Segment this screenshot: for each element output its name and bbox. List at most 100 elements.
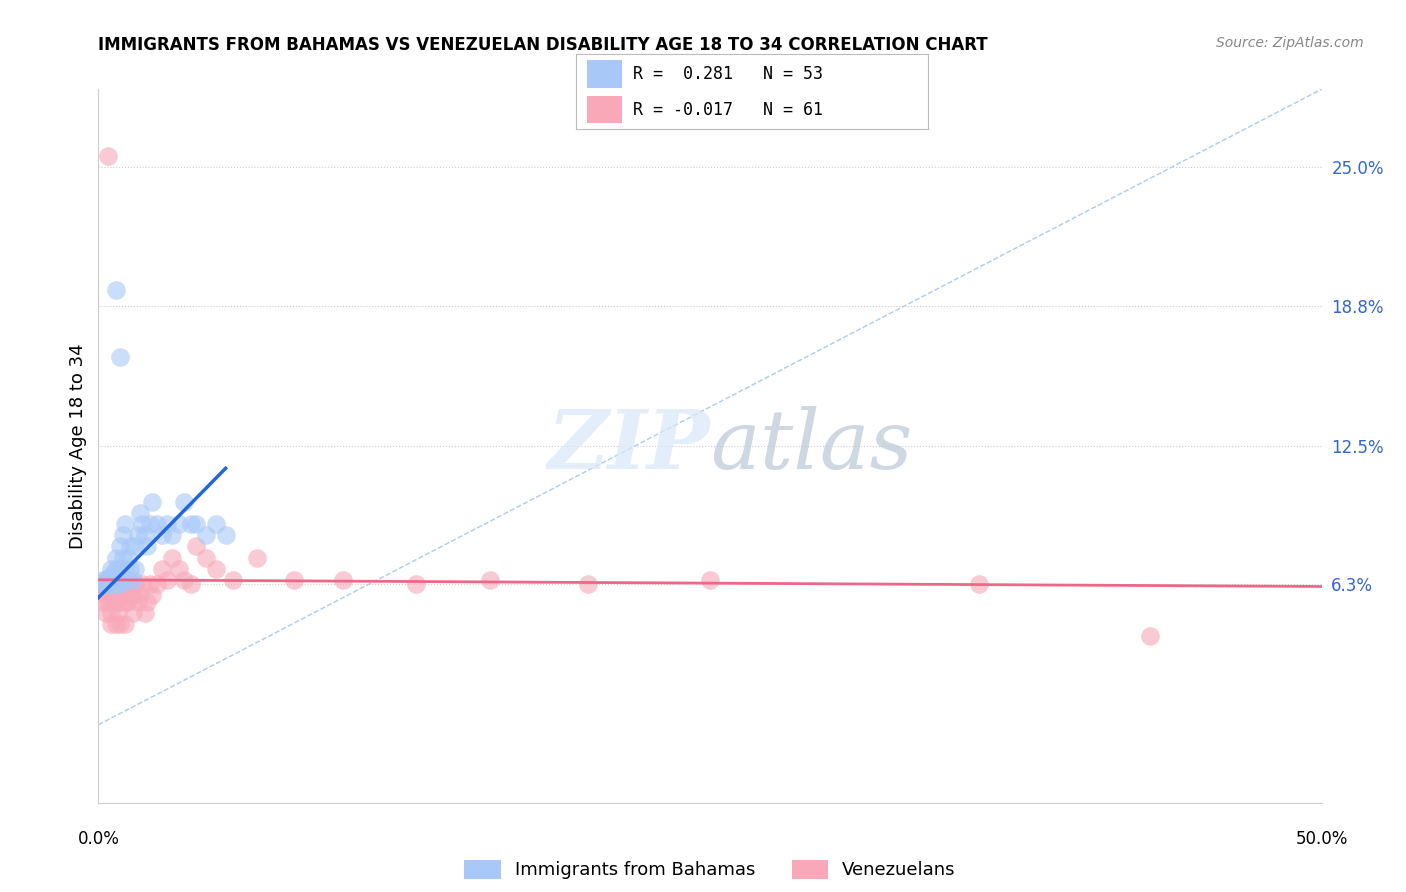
Point bbox=[124, 539, 146, 553]
Point bbox=[136, 595, 159, 609]
Point bbox=[120, 562, 142, 576]
Point bbox=[167, 516, 190, 531]
Point bbox=[110, 577, 132, 591]
Point bbox=[186, 539, 208, 553]
Point bbox=[121, 589, 143, 603]
Point bbox=[117, 550, 139, 565]
Point bbox=[114, 595, 136, 609]
Point bbox=[104, 562, 127, 576]
Point bbox=[104, 617, 127, 632]
FancyBboxPatch shape bbox=[586, 61, 621, 87]
Point bbox=[117, 573, 139, 587]
Point bbox=[222, 573, 245, 587]
Point bbox=[120, 539, 142, 553]
Point bbox=[124, 562, 146, 576]
Point bbox=[97, 589, 120, 603]
Text: 50.0%: 50.0% bbox=[1295, 830, 1348, 847]
Point bbox=[110, 539, 132, 553]
Point bbox=[110, 617, 132, 632]
Point bbox=[107, 577, 129, 591]
Point bbox=[111, 589, 134, 603]
Point bbox=[121, 573, 143, 587]
Point bbox=[114, 617, 136, 632]
Point bbox=[111, 573, 134, 587]
Point bbox=[405, 577, 427, 591]
Point bbox=[114, 562, 136, 576]
Point bbox=[107, 589, 129, 603]
Point bbox=[94, 577, 117, 591]
Point bbox=[100, 577, 122, 591]
Point bbox=[101, 577, 124, 591]
Point bbox=[134, 528, 156, 542]
Point bbox=[111, 550, 134, 565]
Point bbox=[94, 577, 117, 591]
Point bbox=[205, 516, 228, 531]
Point bbox=[124, 577, 146, 591]
Y-axis label: Disability Age 18 to 34: Disability Age 18 to 34 bbox=[69, 343, 87, 549]
Point bbox=[100, 607, 122, 621]
Point bbox=[101, 589, 124, 603]
Point bbox=[100, 573, 122, 587]
Point bbox=[97, 571, 120, 585]
Point bbox=[104, 283, 127, 297]
Point bbox=[120, 577, 142, 591]
Point bbox=[150, 528, 173, 542]
Point bbox=[139, 516, 162, 531]
Point bbox=[214, 528, 236, 542]
Text: atlas: atlas bbox=[710, 406, 912, 486]
Point bbox=[146, 577, 169, 591]
Point bbox=[91, 595, 114, 609]
Text: 0.0%: 0.0% bbox=[77, 830, 120, 847]
Point bbox=[146, 516, 169, 531]
FancyBboxPatch shape bbox=[586, 96, 621, 123]
Point bbox=[110, 595, 132, 609]
Point bbox=[129, 589, 152, 603]
Point bbox=[111, 577, 134, 591]
Point bbox=[104, 577, 127, 591]
Point bbox=[129, 506, 152, 520]
Point bbox=[478, 573, 501, 587]
Point bbox=[121, 607, 143, 621]
Point bbox=[967, 577, 990, 591]
Point bbox=[90, 577, 112, 591]
Point bbox=[101, 577, 124, 591]
Point bbox=[180, 577, 202, 591]
Point bbox=[1139, 628, 1161, 642]
Text: Source: ZipAtlas.com: Source: ZipAtlas.com bbox=[1216, 36, 1364, 50]
Point bbox=[167, 562, 190, 576]
Point bbox=[97, 577, 120, 591]
Point bbox=[104, 573, 127, 587]
Point bbox=[246, 550, 269, 565]
Point bbox=[107, 577, 129, 591]
Point bbox=[110, 562, 132, 576]
Point bbox=[127, 528, 149, 542]
Point bbox=[100, 577, 122, 591]
Point bbox=[139, 577, 162, 591]
Point bbox=[91, 577, 114, 591]
Point bbox=[699, 573, 721, 587]
Point bbox=[136, 539, 159, 553]
Point bbox=[104, 595, 127, 609]
Point bbox=[186, 516, 208, 531]
Point bbox=[120, 589, 142, 603]
Point bbox=[156, 516, 179, 531]
Point bbox=[101, 573, 124, 587]
Point bbox=[91, 573, 114, 587]
Point bbox=[127, 595, 149, 609]
Point bbox=[110, 577, 132, 591]
Point bbox=[90, 577, 112, 591]
Point bbox=[141, 589, 163, 603]
Text: R =  0.281   N = 53: R = 0.281 N = 53 bbox=[633, 65, 823, 83]
Point bbox=[131, 516, 153, 531]
Point bbox=[117, 577, 139, 591]
Point bbox=[110, 350, 132, 364]
Point bbox=[117, 595, 139, 609]
Point bbox=[97, 595, 120, 609]
Point bbox=[114, 516, 136, 531]
Point bbox=[576, 577, 599, 591]
Point bbox=[332, 573, 354, 587]
Point bbox=[101, 566, 124, 580]
Point bbox=[283, 573, 305, 587]
Point bbox=[173, 573, 195, 587]
Point bbox=[104, 550, 127, 565]
